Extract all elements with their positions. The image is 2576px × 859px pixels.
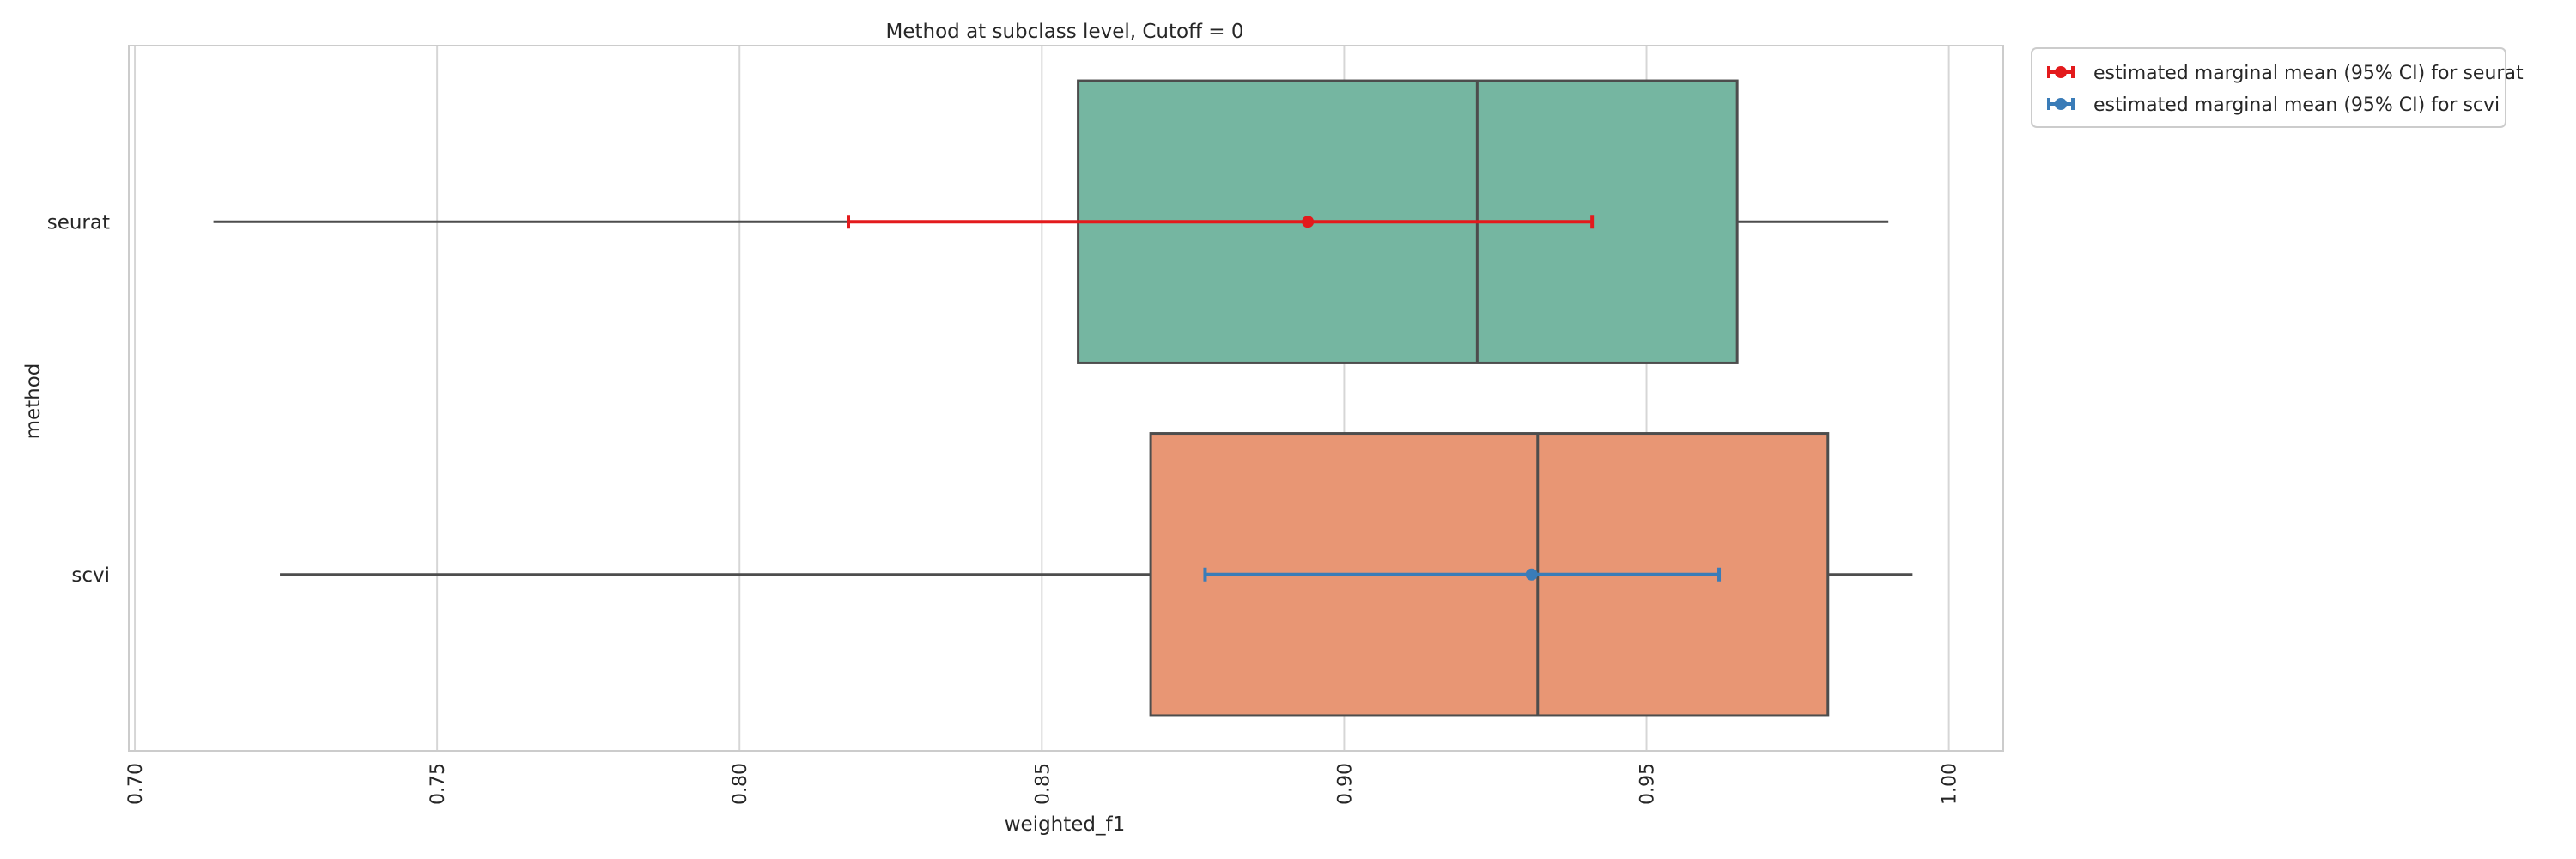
y-axis-label: method	[22, 363, 45, 440]
legend-marker-point	[2055, 66, 2067, 78]
legend-label: estimated marginal mean (95% CI) for scv…	[2093, 94, 2500, 116]
mean-point-seurat	[1302, 216, 1315, 228]
plot-frame	[128, 45, 2004, 752]
x-axis-label: weighted_f1	[1005, 813, 1126, 836]
legend-label: estimated marginal mean (95% CI) for seu…	[2093, 63, 2524, 84]
x-tick-label: 0.90	[1334, 763, 1356, 805]
x-tick-label: 0.95	[1637, 763, 1659, 805]
legend-marker-point	[2055, 98, 2067, 110]
legend-box	[2031, 47, 2506, 128]
legend: estimated marginal mean (95% CI) for seu…	[2031, 47, 2524, 128]
y-tick-label: scvi	[71, 564, 110, 587]
x-tick-label: 1.00	[1940, 763, 1961, 805]
x-tick-label: 0.70	[125, 763, 147, 805]
y-tick-label: seurat	[47, 211, 110, 234]
chart-title: Method at subclass level, Cutoff = 0	[886, 21, 1244, 43]
x-tick-label: 0.75	[428, 763, 449, 805]
x-tick-label: 0.80	[730, 763, 751, 805]
x-tick-label: 0.85	[1032, 763, 1054, 805]
mean-point-scvi	[1525, 568, 1538, 581]
